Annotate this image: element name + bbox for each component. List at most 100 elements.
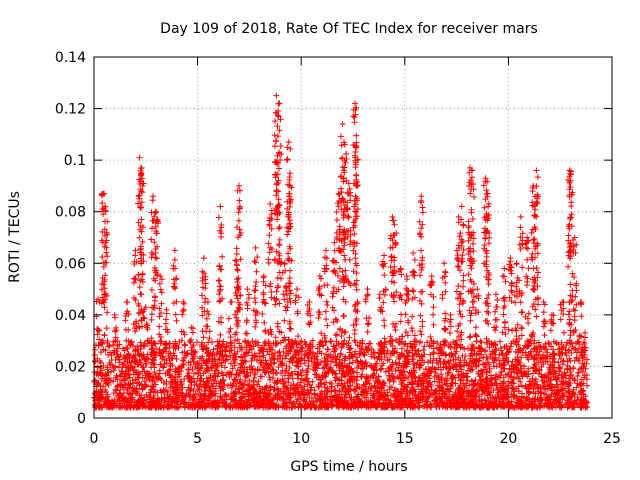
spike-peak-point <box>236 182 243 189</box>
spike-peak-point <box>227 298 234 305</box>
spike-peak-point <box>252 244 259 251</box>
data-point <box>172 374 179 381</box>
data-point <box>481 396 488 403</box>
data-point <box>363 292 370 299</box>
data-point <box>451 345 458 352</box>
data-point <box>220 372 227 379</box>
data-point <box>392 386 399 393</box>
data-point <box>535 370 542 377</box>
data-point <box>333 331 340 338</box>
data-point <box>555 365 562 372</box>
data-point <box>382 339 389 346</box>
data-point <box>322 308 329 315</box>
data-point <box>559 396 566 403</box>
data-point <box>384 347 391 354</box>
data-point <box>436 345 443 352</box>
data-point <box>236 340 243 347</box>
data-point <box>341 252 348 259</box>
data-point <box>122 369 129 376</box>
spike-peak-point <box>260 273 267 280</box>
data-point <box>104 366 111 373</box>
data-point <box>567 369 574 376</box>
data-point <box>343 150 350 157</box>
data-point <box>281 296 288 303</box>
data-point <box>283 307 290 314</box>
data-point <box>324 302 331 309</box>
data-point <box>216 287 223 294</box>
data-point <box>371 354 378 361</box>
data-point <box>428 401 435 408</box>
spike-peak-point <box>244 286 251 293</box>
data-point <box>329 293 336 300</box>
data-point <box>153 255 160 262</box>
data-point <box>172 365 179 372</box>
spike-peak-point <box>276 100 283 107</box>
data-point <box>254 254 261 261</box>
data-point <box>267 283 274 290</box>
data-point <box>295 294 302 301</box>
data-point <box>305 362 312 369</box>
data-point <box>115 364 122 371</box>
data-point <box>216 291 223 298</box>
data-point <box>328 358 335 365</box>
data-point <box>274 274 281 281</box>
data-point <box>104 253 111 260</box>
data-point <box>276 300 283 307</box>
data-point <box>336 265 343 272</box>
data-point <box>333 401 340 408</box>
data-point <box>272 301 279 308</box>
data-point <box>230 354 237 361</box>
data-point <box>139 238 146 245</box>
data-point <box>560 393 567 400</box>
data-point <box>217 331 224 338</box>
data-point <box>252 259 259 266</box>
data-point <box>233 261 240 268</box>
data-point <box>262 328 269 335</box>
spike-peak-point <box>204 298 211 305</box>
data-point <box>323 339 330 346</box>
spike-peak-point <box>138 164 145 171</box>
data-point <box>181 341 188 348</box>
data-point <box>195 371 202 378</box>
data-point <box>287 267 294 274</box>
data-point <box>429 392 436 399</box>
data-point <box>110 341 117 348</box>
data-point <box>341 394 348 401</box>
data-point <box>91 351 98 358</box>
data-point <box>156 323 163 330</box>
data-point <box>525 338 532 345</box>
spike-peak-point <box>171 247 178 254</box>
data-point <box>341 313 348 320</box>
data-point <box>236 197 243 204</box>
data-point <box>152 209 159 216</box>
data-point <box>339 382 346 389</box>
data-point <box>219 253 226 260</box>
data-point <box>253 268 260 275</box>
spike-peak-point <box>124 298 131 305</box>
data-point <box>206 335 213 342</box>
data-point <box>315 314 322 321</box>
data-point <box>493 397 500 404</box>
data-point <box>298 356 305 363</box>
data-point <box>273 370 280 377</box>
data-point <box>323 298 330 305</box>
data-point <box>136 324 143 331</box>
data-point <box>194 339 201 346</box>
data-point <box>334 216 341 223</box>
data-point <box>179 308 186 315</box>
data-point <box>567 340 574 347</box>
data-point <box>265 256 272 263</box>
spike-peak-point <box>352 100 359 107</box>
data-point <box>308 358 315 365</box>
data-point <box>329 304 336 311</box>
data-point <box>235 217 242 224</box>
data-point <box>170 300 177 307</box>
data-point <box>284 231 291 238</box>
data-point <box>253 278 260 285</box>
data-point <box>375 373 382 380</box>
data-point <box>557 355 564 362</box>
data-point <box>210 346 217 353</box>
data-point <box>233 250 240 257</box>
data-point <box>148 311 155 318</box>
data-point <box>144 338 151 345</box>
